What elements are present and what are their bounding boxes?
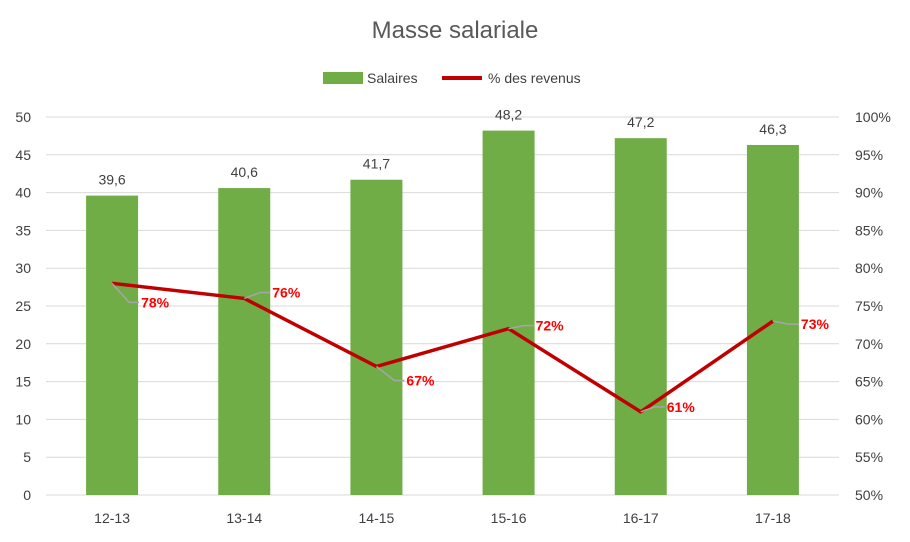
leader-line bbox=[508, 324, 534, 330]
leader-line bbox=[772, 320, 799, 325]
y-right-tick: 85% bbox=[855, 222, 883, 238]
y-left-tick: 15 bbox=[15, 374, 31, 390]
line-data-label: 78% bbox=[141, 294, 170, 310]
x-tick: 15-16 bbox=[491, 510, 527, 526]
gridlines: 0 50% 5 55% 10 60% 15 65% 20 70% 25 75% 30 80% 35 85% 40… bbox=[15, 109, 890, 526]
line-data-label: 73% bbox=[801, 316, 830, 332]
y-right-tick: 55% bbox=[855, 449, 883, 465]
y-right-tick: 50% bbox=[855, 487, 883, 503]
y-right-tick: 80% bbox=[855, 260, 883, 276]
y-left-tick: 35 bbox=[15, 222, 31, 238]
leader-line bbox=[243, 291, 271, 300]
labels: 39,6 40,6 41,7 48,2 47,2 46,3 78% 76% 67% 72% 61% 7… bbox=[98, 107, 829, 415]
legend-label-revenus: % des revenus bbox=[488, 70, 581, 86]
bar-data-label: 46,3 bbox=[759, 121, 786, 137]
bar-14-15 bbox=[350, 179, 403, 496]
leader-line bbox=[111, 282, 140, 304]
bars bbox=[86, 130, 799, 496]
line-data-label: 72% bbox=[536, 318, 565, 334]
bar-16-17 bbox=[614, 138, 667, 495]
line-data-label: 61% bbox=[667, 399, 696, 415]
x-tick: 16-17 bbox=[623, 510, 659, 526]
y-left-tick: 20 bbox=[15, 336, 31, 352]
y-right-tick: 75% bbox=[855, 298, 883, 314]
legend-label-salaires: Salaires bbox=[367, 70, 418, 86]
bar-12-13 bbox=[86, 195, 139, 495]
x-tick: 12-13 bbox=[94, 510, 130, 526]
line-series bbox=[111, 281, 774, 414]
line-revenus bbox=[111, 281, 774, 414]
y-right-tick: 65% bbox=[855, 374, 883, 390]
y-right-tick: 95% bbox=[855, 147, 883, 163]
y-right-tick: 100% bbox=[855, 109, 891, 125]
y-left-tick: 40 bbox=[15, 185, 31, 201]
bar-17-18 bbox=[746, 144, 799, 496]
y-left-tick: 50 bbox=[15, 109, 31, 125]
y-left-tick: 30 bbox=[15, 260, 31, 276]
bar-data-label: 41,7 bbox=[363, 156, 390, 172]
bar-data-label: 48,2 bbox=[495, 107, 522, 123]
line-data-label: 67% bbox=[406, 372, 435, 388]
legend: Salaires % des revenus bbox=[323, 70, 581, 86]
y-right-tick: 60% bbox=[855, 411, 883, 427]
bar-data-label: 40,6 bbox=[231, 164, 258, 180]
x-tick: 13-14 bbox=[226, 510, 262, 526]
y-right-tick: 90% bbox=[855, 185, 883, 201]
y-left-tick: 5 bbox=[23, 449, 31, 465]
bar-data-label: 39,6 bbox=[98, 172, 125, 188]
y-right-tick: 70% bbox=[855, 336, 883, 352]
y-left-tick: 25 bbox=[15, 298, 31, 314]
chart-title: Masse salariale bbox=[372, 17, 539, 44]
legend-swatch-salaires bbox=[323, 72, 363, 84]
bar-data-label: 47,2 bbox=[627, 114, 654, 130]
leader-line bbox=[640, 406, 665, 413]
y-left-tick: 0 bbox=[23, 487, 31, 503]
bar-15-16 bbox=[482, 130, 535, 495]
line-data-label: 76% bbox=[272, 284, 301, 300]
y-left-tick: 45 bbox=[15, 147, 31, 163]
leader-line bbox=[375, 365, 405, 382]
x-tick: 17-18 bbox=[755, 510, 791, 526]
y-left-tick: 10 bbox=[15, 411, 31, 427]
x-tick: 14-15 bbox=[359, 510, 395, 526]
bar-13-14 bbox=[218, 188, 271, 495]
